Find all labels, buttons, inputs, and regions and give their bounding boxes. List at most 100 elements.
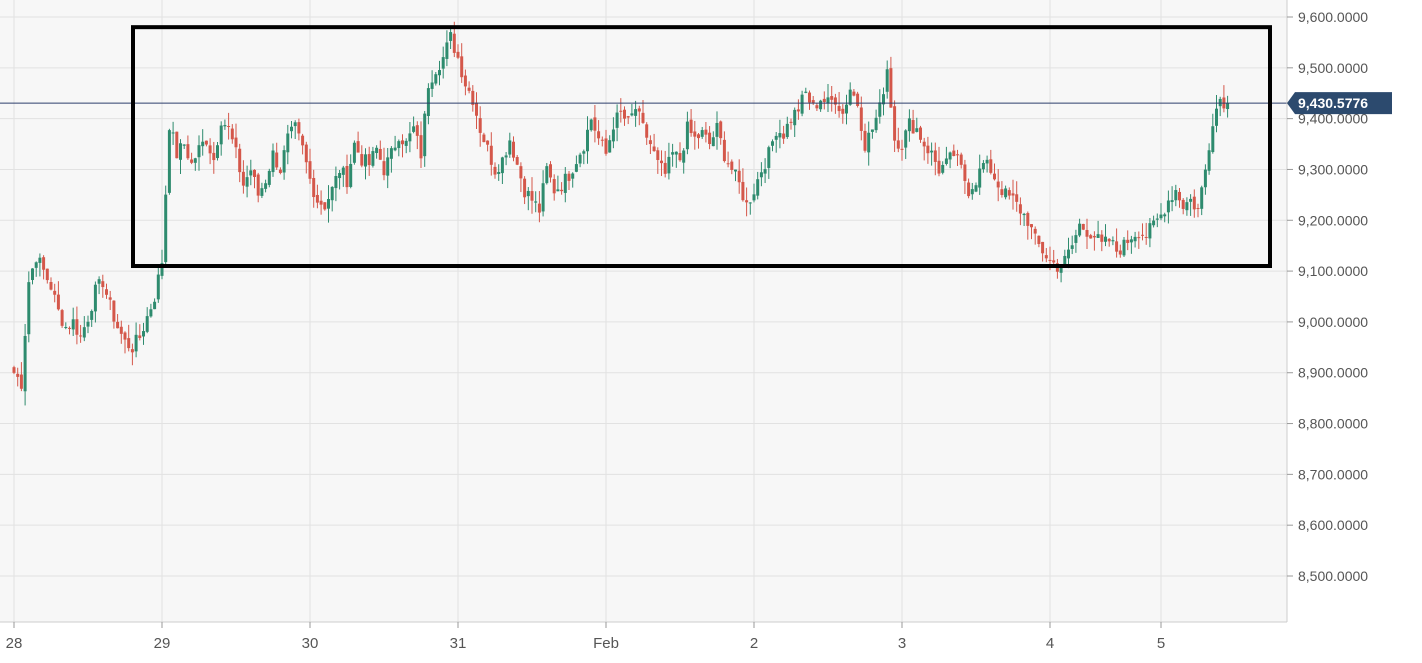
candle-body xyxy=(1048,259,1052,261)
candle-body xyxy=(974,185,978,192)
candle-body xyxy=(808,92,811,103)
candle-body xyxy=(930,150,934,153)
x-tick-label: 28 xyxy=(6,635,23,652)
candle-body xyxy=(537,203,541,213)
candle-body xyxy=(197,145,201,158)
candle-body xyxy=(778,133,782,138)
candle-body xyxy=(426,88,430,117)
candle-body xyxy=(278,169,282,173)
candle-body xyxy=(1122,239,1126,256)
candle-body xyxy=(301,135,305,146)
candle-body xyxy=(571,173,575,179)
candle-body xyxy=(1115,241,1119,252)
candle-body xyxy=(345,166,349,188)
candle-body xyxy=(541,183,545,212)
candle-body xyxy=(586,129,589,152)
candle-body xyxy=(678,153,682,161)
x-tick-label: 3 xyxy=(898,635,906,652)
candle-body xyxy=(201,141,205,147)
candle-body xyxy=(952,150,956,157)
candle-body xyxy=(741,181,745,201)
candle-body xyxy=(911,120,915,134)
candle-body xyxy=(1018,204,1022,214)
candle-body xyxy=(175,131,179,159)
candle-body xyxy=(449,32,453,41)
candle-body xyxy=(412,126,416,132)
candle-body xyxy=(375,147,379,154)
candle-body xyxy=(75,319,79,335)
candle-body xyxy=(648,140,652,145)
candle-body xyxy=(356,141,360,153)
candle-body xyxy=(1100,234,1104,242)
candle-body xyxy=(127,338,131,349)
candle-body xyxy=(619,110,623,112)
candle-body xyxy=(874,117,878,131)
candle-body xyxy=(230,128,234,140)
current-price-label: 9,430.5776 xyxy=(1298,95,1368,111)
candle-body xyxy=(371,151,375,166)
candle-body xyxy=(71,319,75,330)
candle-body xyxy=(397,141,401,149)
candle-body xyxy=(785,123,789,138)
candle-body xyxy=(549,164,552,178)
candle-body xyxy=(578,154,582,164)
candle-body xyxy=(389,148,393,159)
candle-body xyxy=(882,94,885,105)
candle-body xyxy=(811,100,815,104)
candle-body xyxy=(500,157,504,174)
candle-body xyxy=(956,154,959,156)
candle-body xyxy=(563,173,567,193)
candle-body xyxy=(637,108,641,112)
candle-body xyxy=(1030,224,1033,228)
candle-body xyxy=(319,200,323,205)
candle-body xyxy=(697,134,700,139)
candle-body xyxy=(105,289,108,295)
y-tick-label: 8,900.0000 xyxy=(1298,365,1368,381)
candle-body xyxy=(1067,249,1070,259)
candle-body xyxy=(867,132,871,153)
candle-body xyxy=(352,142,356,163)
candle-body xyxy=(552,179,556,194)
candle-body xyxy=(145,316,149,332)
candle-body xyxy=(323,202,327,210)
candle-body xyxy=(534,201,538,203)
candle-body xyxy=(327,199,330,209)
candle-body xyxy=(101,281,105,288)
candle-body xyxy=(1004,188,1008,198)
candle-body xyxy=(238,148,242,173)
candle-body xyxy=(393,147,397,151)
candle-body xyxy=(367,154,371,166)
y-tick-label: 8,600.0000 xyxy=(1298,517,1368,533)
candle-body xyxy=(193,158,197,163)
y-tick-label: 9,100.0000 xyxy=(1298,263,1368,279)
candle-body xyxy=(308,161,312,179)
candle-body xyxy=(545,166,549,184)
candle-body xyxy=(1107,238,1111,242)
candle-body xyxy=(985,159,989,164)
candle-body xyxy=(789,121,793,123)
candle-body xyxy=(475,102,478,116)
candle-body xyxy=(641,112,645,123)
candle-body xyxy=(822,98,826,103)
candle-body xyxy=(526,190,530,197)
candle-body xyxy=(49,281,53,290)
y-tick-label: 9,200.0000 xyxy=(1298,212,1368,228)
candle-body xyxy=(378,148,382,160)
candle-body xyxy=(512,141,515,158)
candle-body xyxy=(745,200,749,203)
candle-body xyxy=(815,105,819,109)
candle-body xyxy=(334,176,338,189)
candle-body xyxy=(349,163,353,187)
candle-body xyxy=(1118,250,1122,255)
candle-body xyxy=(989,159,993,173)
candle-body xyxy=(386,157,390,176)
candle-body xyxy=(130,349,134,353)
candle-body xyxy=(312,177,316,198)
candle-body xyxy=(674,151,678,155)
y-tick-label: 9,600.0000 xyxy=(1298,9,1368,25)
candle-body xyxy=(1137,237,1141,239)
candle-body xyxy=(656,150,660,160)
candle-body xyxy=(1078,223,1082,236)
candle-body xyxy=(933,150,937,162)
candle-body xyxy=(623,109,626,119)
